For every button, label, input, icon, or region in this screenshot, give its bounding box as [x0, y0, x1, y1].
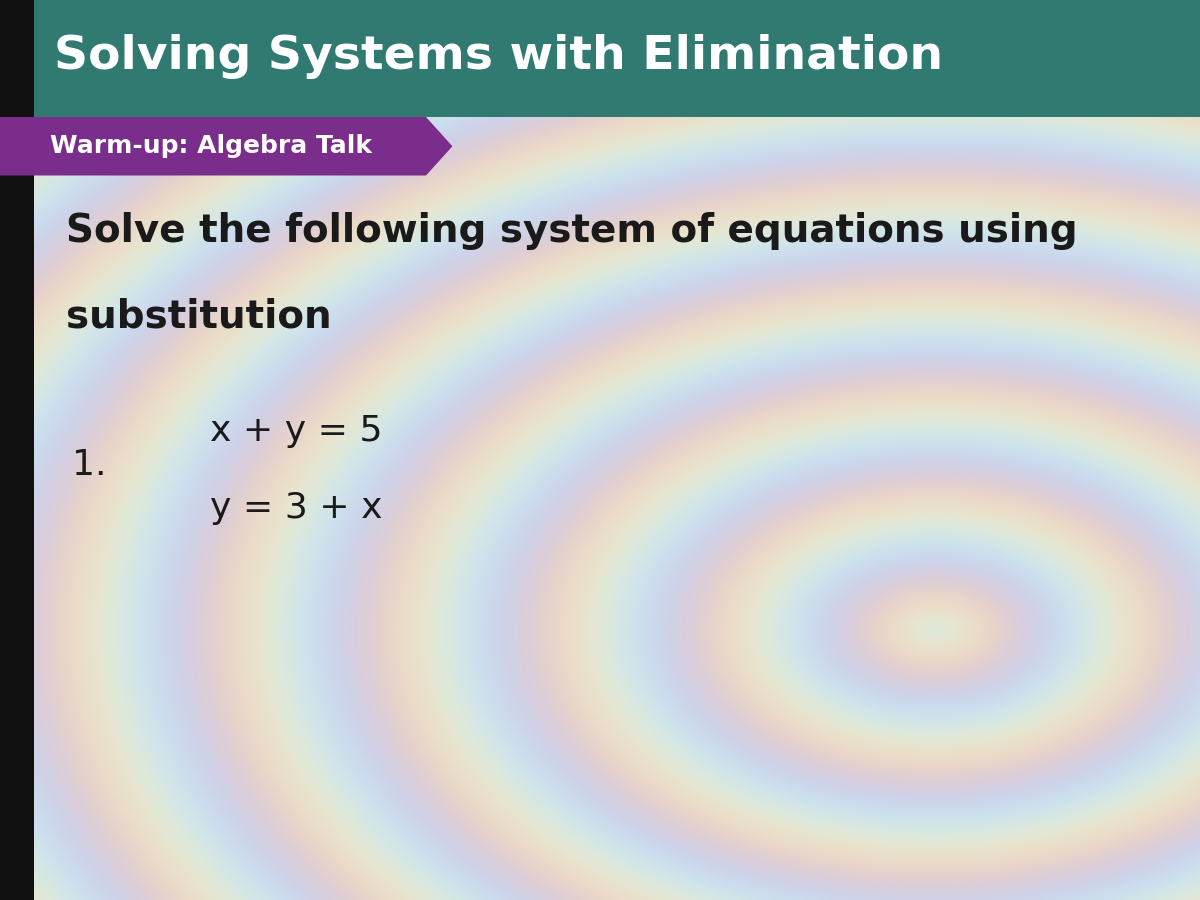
- Text: 1.: 1.: [72, 448, 107, 482]
- Bar: [0, 0, 1200, 117]
- Text: Warm-up: Algebra Talk: Warm-up: Algebra Talk: [50, 134, 372, 158]
- Text: substitution: substitution: [66, 297, 331, 335]
- Polygon shape: [0, 117, 452, 176]
- Text: y = 3 + x: y = 3 + x: [210, 491, 383, 525]
- Text: Solve the following system of equations using: Solve the following system of equations …: [66, 212, 1078, 249]
- Bar: [0, 0, 34, 900]
- Text: Solving Systems with Elimination: Solving Systems with Elimination: [54, 33, 943, 78]
- Text: x + y = 5: x + y = 5: [210, 414, 383, 448]
